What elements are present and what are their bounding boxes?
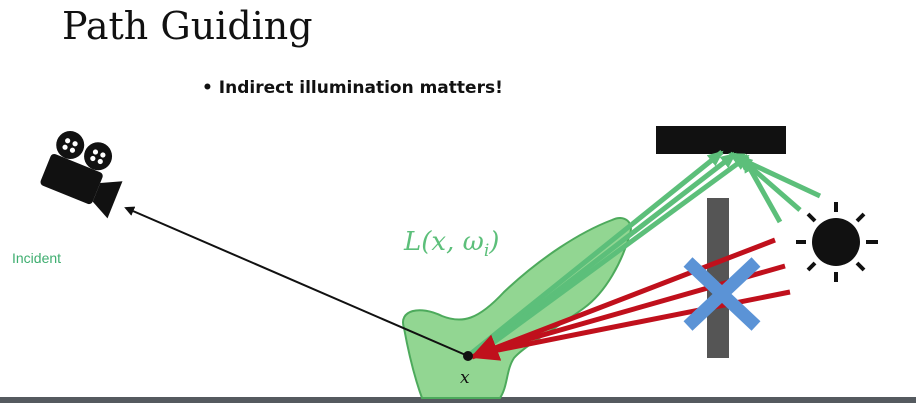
slide-title: Path Guiding [62, 4, 313, 48]
light-to-ceiling-rays [728, 151, 822, 224]
shading-point [463, 351, 473, 361]
sun-icon [796, 202, 878, 282]
point-label: x [460, 368, 470, 388]
radiance-label-close: ) [488, 227, 499, 257]
radiance-label-subscript: i [484, 241, 489, 261]
camera-ray [124, 206, 469, 357]
ground-strip [0, 397, 916, 403]
ceiling-to-point-rays [466, 150, 750, 358]
incident-label: Incident [12, 250, 62, 266]
blocked-cross [683, 257, 761, 331]
movie-camera-icon [40, 131, 123, 219]
radiance-label-main: L(x, ω [403, 227, 484, 257]
bullet-point: • Indirect illumination matters! [202, 78, 503, 98]
ceiling-reflector [656, 126, 786, 154]
occluder-wall [707, 198, 729, 358]
radiance-label: L(x, ωi) [403, 227, 499, 261]
